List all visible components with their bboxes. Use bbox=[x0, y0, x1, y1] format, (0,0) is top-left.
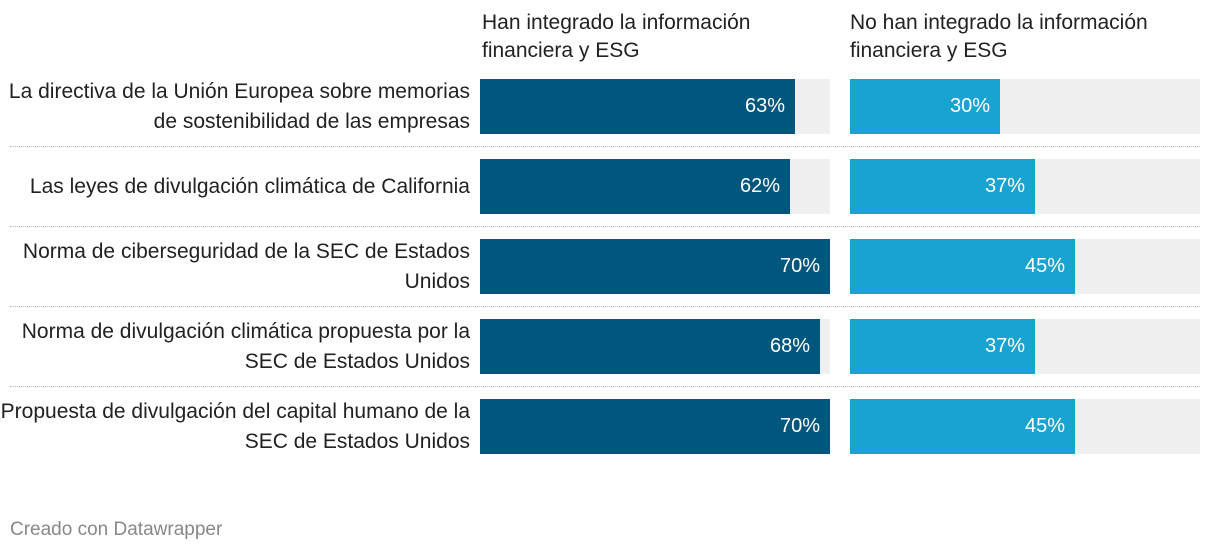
row-separator bbox=[10, 226, 1200, 227]
row-separator bbox=[10, 386, 1200, 387]
data-label: 45% bbox=[1024, 255, 1065, 277]
bar bbox=[850, 159, 1035, 214]
bar-track: 63% bbox=[480, 79, 830, 134]
bar bbox=[850, 399, 1075, 454]
bar bbox=[850, 239, 1075, 294]
data-label: 62% bbox=[739, 175, 780, 197]
bar bbox=[480, 79, 795, 134]
data-label: 68% bbox=[769, 335, 810, 357]
data-label: 70% bbox=[779, 255, 820, 277]
bar bbox=[480, 159, 790, 214]
bar bbox=[850, 79, 1000, 134]
bar-track: 30% bbox=[850, 79, 1200, 134]
chart-row: La directiva de la Unión Europea sobre m… bbox=[0, 67, 1220, 147]
footer-credit: Creado con Datawrapper bbox=[10, 519, 223, 540]
bar-track: 70% bbox=[480, 239, 830, 294]
category-label: Norma de ciberseguridad de la SEC de Est… bbox=[22, 240, 470, 293]
bar bbox=[480, 399, 830, 454]
row-separator bbox=[10, 306, 1200, 307]
row-separator bbox=[10, 146, 1200, 147]
bar bbox=[480, 319, 820, 374]
data-label: 30% bbox=[949, 95, 990, 117]
chart-row: Norma de divulgación climática propuesta… bbox=[0, 307, 1220, 387]
bar-track: 37% bbox=[850, 159, 1200, 214]
data-label: 37% bbox=[984, 335, 1025, 357]
bar-track: 70% bbox=[480, 399, 830, 454]
column-header-not-integrated: No han integrado la información financie… bbox=[850, 11, 1148, 62]
bar-track: 62% bbox=[480, 159, 830, 214]
column-header-integrated: Han integrado la información financiera … bbox=[482, 11, 751, 62]
category-label: La directiva de la Unión Europea sobre m… bbox=[8, 80, 470, 133]
category-label: Norma de divulgación climática propuesta… bbox=[21, 320, 470, 373]
chart-row: Propuesta de divulgación del capital hum… bbox=[0, 387, 1220, 467]
chart-row: Norma de ciberseguridad de la SEC de Est… bbox=[0, 227, 1220, 307]
category-label: Propuesta de divulgación del capital hum… bbox=[0, 400, 470, 453]
category-label: Las leyes de divulgación climática de Ca… bbox=[29, 175, 470, 198]
data-label: 70% bbox=[779, 415, 820, 437]
data-label: 37% bbox=[984, 175, 1025, 197]
bar-track: 37% bbox=[850, 319, 1200, 374]
bar-track: 45% bbox=[850, 239, 1200, 294]
bar bbox=[850, 319, 1035, 374]
bar bbox=[480, 239, 830, 294]
bar-track: 45% bbox=[850, 399, 1200, 454]
data-label: 45% bbox=[1024, 415, 1065, 437]
data-label: 63% bbox=[744, 95, 785, 117]
bar-track: 68% bbox=[480, 319, 830, 374]
chart-row: Las leyes de divulgación climática de Ca… bbox=[0, 147, 1220, 227]
